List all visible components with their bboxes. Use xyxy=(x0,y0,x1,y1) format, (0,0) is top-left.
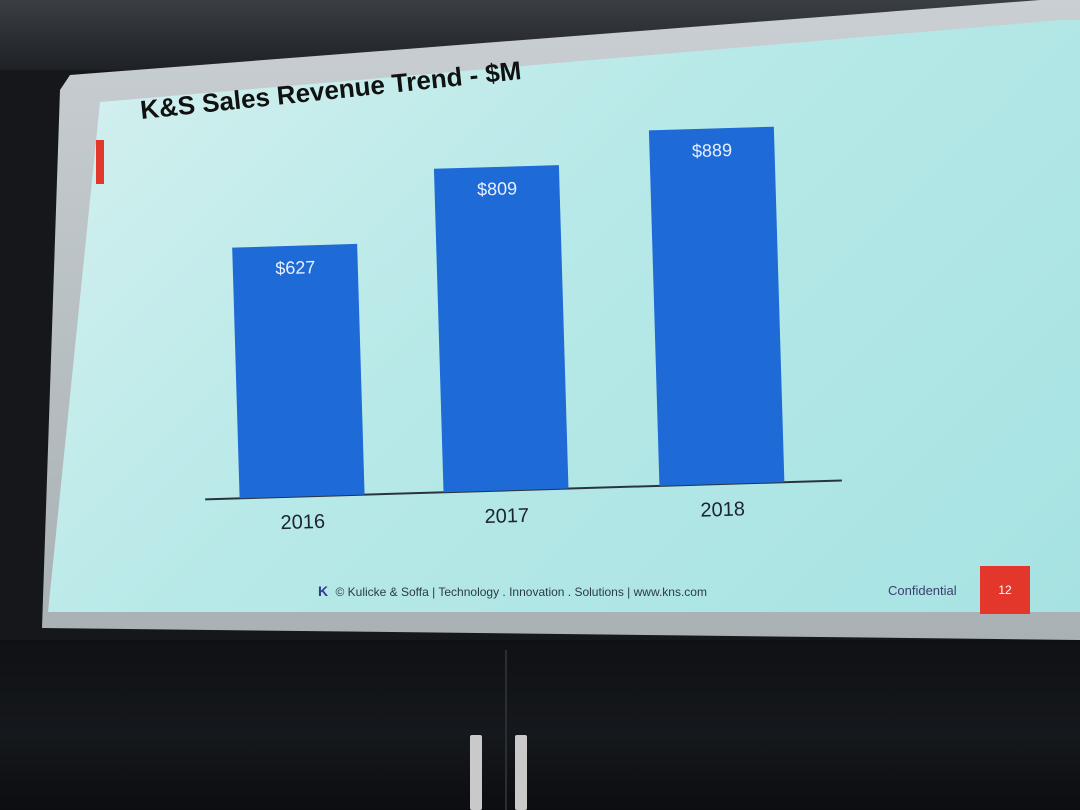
presentation-slide xyxy=(48,20,1080,612)
x-tick-label-2016: 2016 xyxy=(280,511,325,534)
door-handle-left xyxy=(470,735,482,810)
door-gap xyxy=(505,650,507,810)
confidential-label: Confidential xyxy=(888,583,957,598)
bar-2018 xyxy=(648,126,785,486)
company-logo: K xyxy=(318,583,329,599)
page-number: 12 xyxy=(980,566,1030,614)
x-tick-label-2018: 2018 xyxy=(700,498,745,521)
data-label-2016: $627 xyxy=(275,257,316,278)
footer-text: © Kulicke & Soffa | Technology . Innovat… xyxy=(335,585,707,599)
bar-chart: $627 2016 $809 2017 $889 2018 xyxy=(205,126,842,534)
slide-footer: K © Kulicke & Soffa | Technology . Innov… xyxy=(318,583,707,599)
door-handle-right xyxy=(515,735,527,810)
room-floor xyxy=(0,640,1080,810)
bar-2017 xyxy=(433,165,569,493)
data-label-2017: $809 xyxy=(477,178,518,199)
data-label-2018: $889 xyxy=(692,140,733,161)
title-accent-bar xyxy=(96,140,104,184)
x-tick-label-2017: 2017 xyxy=(484,505,529,528)
chart-layer: $627 2016 $809 2017 $889 2018 xyxy=(205,126,842,534)
bar-2016 xyxy=(232,243,365,499)
